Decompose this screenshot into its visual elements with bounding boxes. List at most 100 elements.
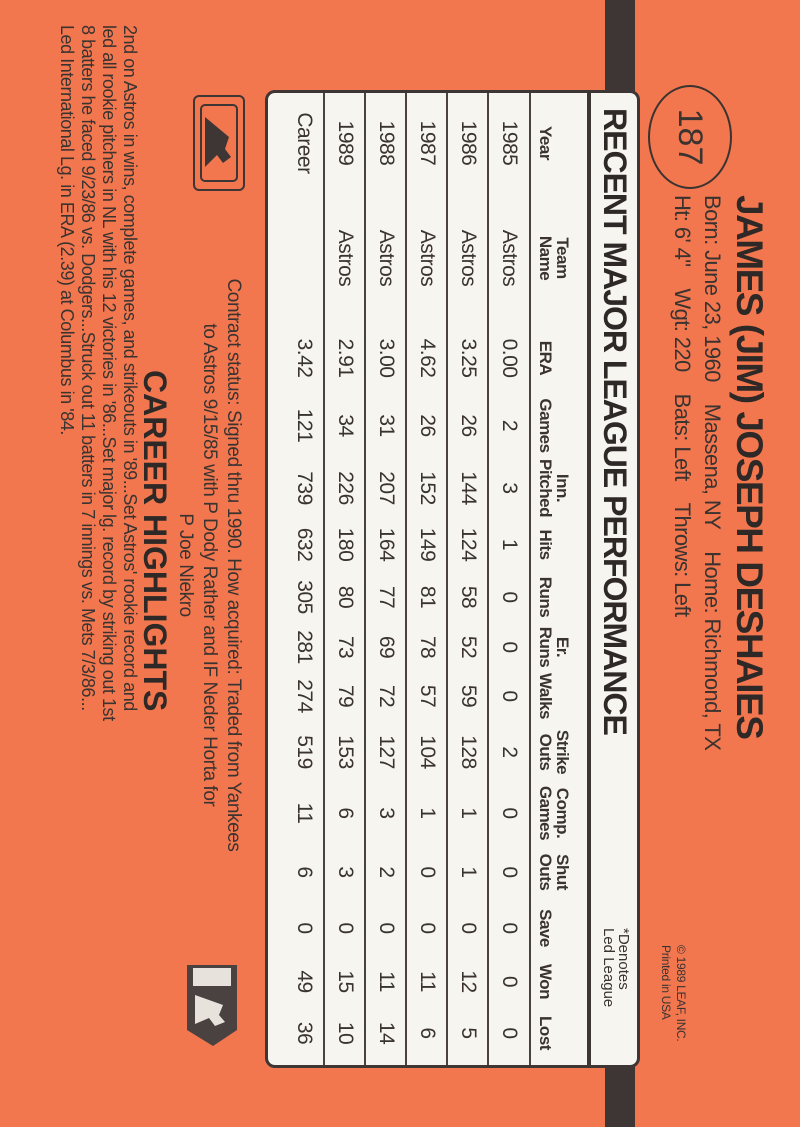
height: Ht: 6' 4" bbox=[670, 195, 695, 267]
stat-cell: 1 bbox=[498, 538, 521, 551]
bats: Bats: Left bbox=[670, 393, 695, 481]
stat-cell: 6 bbox=[293, 866, 316, 878]
stat-cell: 3 bbox=[375, 807, 398, 819]
highlight-line: 2nd on Astros in wins, complete games, a… bbox=[120, 25, 140, 711]
denotes-line-2: Led League bbox=[600, 928, 617, 1008]
stat-cell: 207 bbox=[375, 471, 398, 505]
mlb-logo bbox=[193, 95, 245, 191]
header-line-2: Outs bbox=[536, 733, 555, 771]
stats-row: 1988 Astros 3.00 31 207 164 77 69 72 127 3 2 0 11 14 bbox=[364, 93, 406, 1065]
stat-cell: 153 bbox=[334, 735, 357, 769]
stat-cell: 121 bbox=[293, 408, 316, 443]
stat-cell: 519 bbox=[293, 735, 316, 769]
denotes-note: *Denotes Led League bbox=[600, 928, 632, 1008]
stats-title-row: RECENT MAJOR LEAGUE PERFORMANCE *Denotes… bbox=[587, 93, 637, 1065]
header-line-1 bbox=[554, 398, 571, 452]
stats-title: RECENT MAJOR LEAGUE PERFORMANCE bbox=[597, 108, 633, 735]
player-name: JAMES (JIM) JOSEPH DESHAIES bbox=[729, 195, 770, 739]
mlb-batter-icon bbox=[200, 104, 238, 182]
throws: Throws: Left bbox=[670, 502, 695, 617]
stats-row: 1987 Astros 4.62 26 152 149 81 78 57 104 1 0 0 11 6 bbox=[405, 93, 447, 1065]
stat-cell: 0 bbox=[498, 591, 521, 603]
column-header: Er. Runs bbox=[531, 623, 587, 671]
stat-cell: 57 bbox=[416, 684, 439, 708]
stat-cell: 78 bbox=[416, 635, 439, 659]
contract-line-1: Contract status: Signed thru 1990. How a… bbox=[223, 278, 244, 852]
stat-cell: 2.91 bbox=[334, 338, 357, 378]
stat-cell: 81 bbox=[416, 585, 439, 609]
stat-cell: 3 bbox=[498, 482, 521, 494]
weight: Wgt: 220 bbox=[670, 288, 695, 372]
stat-cell: 12 bbox=[457, 970, 480, 993]
header-line-1: Shut bbox=[553, 854, 572, 890]
column-header: Team Name bbox=[531, 193, 587, 323]
stat-cell: 305 bbox=[293, 580, 316, 614]
stat-cell: 15 bbox=[334, 970, 357, 993]
stat-cell: 77 bbox=[375, 585, 398, 609]
stat-cell: 2 bbox=[498, 419, 521, 432]
stat-cell: Astros bbox=[416, 229, 439, 287]
copyright-block: © 1989 LEAF, INC. Printed in USA bbox=[658, 945, 688, 1041]
stat-cell: 11 bbox=[293, 802, 316, 824]
stat-cell: Astros bbox=[498, 229, 521, 287]
stats-row: Career 3.42 121 739 632 305 281 274 519 11 6 0 49 36 bbox=[284, 93, 324, 1065]
stat-cell: 31 bbox=[375, 414, 398, 437]
column-header: Year bbox=[531, 93, 587, 193]
stat-cell: 6 bbox=[416, 1027, 439, 1039]
stat-cell: 0 bbox=[416, 922, 439, 934]
stat-cell: 2 bbox=[498, 746, 521, 758]
born: Born: June 23, 1960 bbox=[700, 195, 725, 382]
column-header: ERA bbox=[531, 323, 587, 393]
stat-cell: 274 bbox=[293, 679, 316, 713]
stat-cell: 164 bbox=[375, 527, 398, 562]
header-line-2: Won bbox=[536, 963, 555, 999]
stat-cell: 0 bbox=[293, 922, 316, 934]
denotes-line-1: *Denotes bbox=[615, 928, 632, 990]
card-number: 187 bbox=[671, 108, 710, 166]
stat-cell: 1 bbox=[416, 807, 439, 819]
stat-cell: 0 bbox=[457, 922, 480, 934]
stat-cell: 5 bbox=[457, 1027, 480, 1039]
header-line-2: Games bbox=[536, 398, 555, 453]
mlbpa-shield-icon bbox=[187, 965, 237, 1046]
header-line-1 bbox=[554, 341, 571, 375]
stat-cell: 73 bbox=[334, 635, 357, 659]
header-line-1 bbox=[554, 126, 571, 160]
stat-cell: 36 bbox=[293, 1021, 316, 1045]
stat-cell: 80 bbox=[334, 585, 357, 609]
highlight-line: led all rookie pitchers in NL with his 1… bbox=[99, 25, 119, 721]
stat-cell: 152 bbox=[416, 471, 439, 505]
header-line-2: Pitched bbox=[536, 459, 555, 517]
stat-cell: 3.00 bbox=[375, 338, 398, 378]
column-header: Walks bbox=[531, 671, 587, 721]
birthplace: Massena, NY bbox=[700, 403, 725, 530]
header-line-2: Runs bbox=[536, 626, 555, 668]
stat-cell: 0 bbox=[416, 866, 439, 878]
header-line-1 bbox=[554, 1016, 571, 1050]
stats-row: 1985 Astros 0.00 2 3 1 0 0 0 2 0 0 0 0 0 bbox=[487, 93, 529, 1065]
stats-header-row: Year Team Name ERA Games Inn. Pitched Hits R… bbox=[529, 93, 587, 1065]
header-line-1 bbox=[554, 673, 571, 719]
column-header: Games bbox=[531, 393, 587, 458]
stat-cell: 2 bbox=[375, 866, 398, 878]
header-line-1: Team bbox=[553, 237, 572, 279]
header-line-2: Save bbox=[536, 909, 555, 947]
column-header: Lost bbox=[531, 1008, 587, 1058]
stat-cell: 632 bbox=[293, 527, 316, 562]
header-line-1 bbox=[554, 964, 571, 999]
stat-cell: 104 bbox=[416, 735, 439, 769]
stat-cell: 0 bbox=[498, 1027, 521, 1039]
header-line-1: Comp. bbox=[553, 787, 572, 839]
column-header: Won bbox=[531, 955, 587, 1008]
header-line-1: Strike bbox=[553, 729, 572, 775]
home: Home: Richmond, TX bbox=[700, 551, 725, 751]
stat-cell: 1986 bbox=[457, 120, 480, 166]
column-header: Inn. Pitched bbox=[531, 458, 587, 518]
stat-cell: 144 bbox=[457, 471, 480, 505]
stat-cell: 1 bbox=[457, 866, 480, 878]
stat-cell: 0 bbox=[334, 922, 357, 934]
stat-cell: 14 bbox=[375, 1021, 398, 1045]
header-line-2: Name bbox=[536, 235, 555, 281]
stat-cell: 1988 bbox=[375, 120, 398, 166]
stat-cell: 72 bbox=[375, 684, 398, 708]
